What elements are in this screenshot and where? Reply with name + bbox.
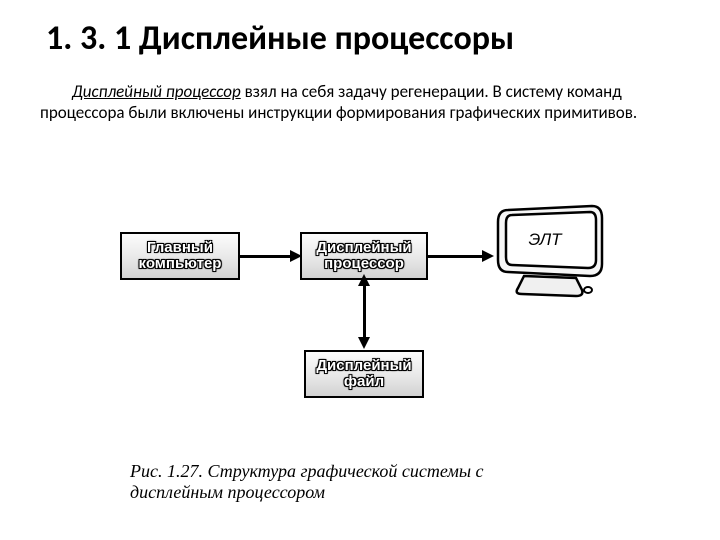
- figure-caption: Рис. 1.27. Структура графической системы…: [130, 461, 570, 504]
- body-paragraph: Дисплейный процессор взял на себя задачу…: [0, 59, 720, 124]
- node-display-file: Дисплейный файл: [304, 350, 424, 398]
- node-dfile-line1: Дисплейный: [316, 358, 411, 374]
- edge3-head-up: [358, 274, 370, 286]
- diagram-area: Главный компьютер Дисплейный процессор Д…: [120, 200, 600, 460]
- page-title: 1. 3. 1 Дисплейные процессоры: [0, 0, 720, 59]
- caption-prefix: Рис. 1.27.: [130, 461, 207, 481]
- node-main-computer: Главный компьютер: [120, 232, 240, 280]
- edge1-head: [290, 250, 302, 262]
- edge3-line: [363, 285, 366, 340]
- monitor-label: ЭЛТ: [492, 230, 598, 250]
- monitor-icon: [492, 200, 606, 300]
- node-display-processor: Дисплейный процессор: [300, 232, 428, 280]
- node-main-line2: компьютер: [139, 256, 222, 272]
- node-crt-monitor: ЭЛТ: [492, 200, 606, 300]
- node-dfile-line2: файл: [344, 374, 384, 390]
- node-dproc-line2: процессор: [324, 256, 404, 272]
- term-italic: Дисплейный процессор: [72, 81, 241, 102]
- edge2-head: [482, 250, 494, 262]
- node-main-line1: Главный: [147, 240, 213, 256]
- edge3-head-down: [358, 337, 370, 349]
- edge2-line: [428, 255, 482, 258]
- node-dproc-line1: Дисплейный: [316, 240, 411, 256]
- edge1-line: [240, 255, 290, 258]
